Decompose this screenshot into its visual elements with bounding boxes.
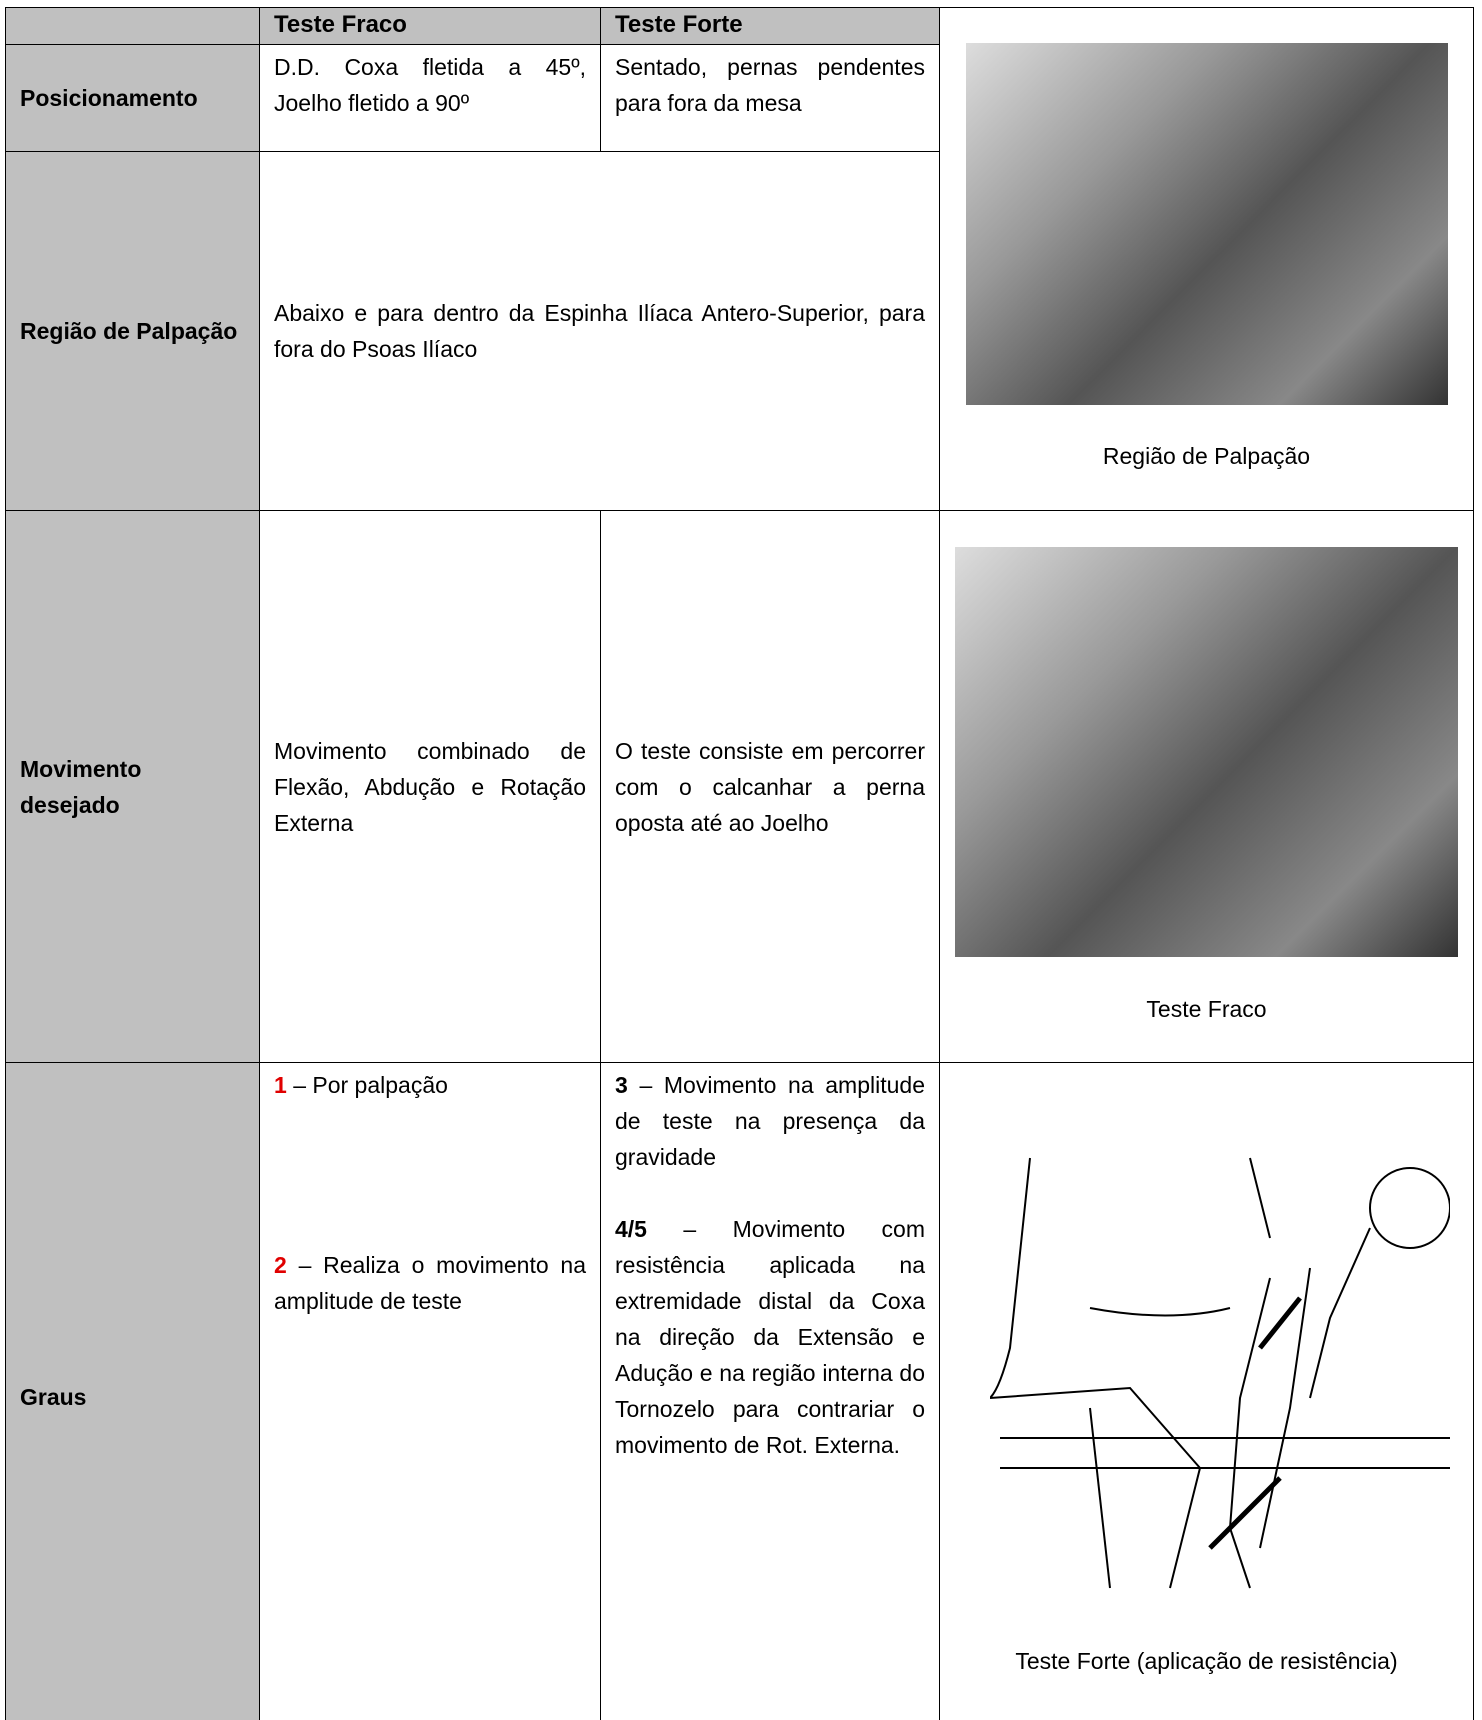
grade-line: 2 – Realiza o movimento na amplitude de … xyxy=(274,1247,586,1319)
row-label: Posicionamento xyxy=(5,44,260,152)
grade: 2 xyxy=(274,1252,287,1278)
row-label: Graus xyxy=(5,1062,260,1720)
label-text: Movimento desejado xyxy=(20,755,142,818)
cell: Movimento combinado de Flexão, Abdução e… xyxy=(259,510,601,1063)
row-label: Região de Palpação xyxy=(5,151,260,511)
header-cell: Teste Forte xyxy=(600,7,940,45)
cell: Sentado, pernas pendentes para fora da m… xyxy=(600,44,940,152)
cell-text: Movimento combinado de Flexão, Abdução e… xyxy=(274,737,586,836)
grade-text: – Realiza o movimento na amplitude de te… xyxy=(274,1252,587,1314)
grade: 1 xyxy=(274,1072,287,1098)
cell: 3 – Movimento na amplitude de teste na p… xyxy=(600,1062,940,1720)
drawing xyxy=(990,1157,1450,1589)
cell: Abaixo e para dentro da Espinha Ilíaca A… xyxy=(259,151,940,511)
figure-cell: Teste Forte (aplicação de resistência) xyxy=(939,1062,1474,1720)
grade: 4/5 xyxy=(615,1216,647,1242)
label-text: Região de Palpação xyxy=(20,318,238,344)
photo xyxy=(955,547,1458,957)
row-label: Movimento desejado xyxy=(5,510,260,1063)
header-blank xyxy=(5,7,260,45)
grade-line: 1 – Por palpação xyxy=(274,1067,586,1103)
cell-text: O teste consiste em percorrer com o calc… xyxy=(615,737,925,836)
cell: O teste consiste em percorrer com o calc… xyxy=(600,510,940,1063)
photo xyxy=(966,43,1448,405)
figure-caption: Teste Fraco xyxy=(1146,996,1267,1022)
label-text: Graus xyxy=(20,1384,87,1410)
figure-caption: Região de Palpação xyxy=(1102,443,1311,469)
cell: 1 – Por palpação 2 – Realiza o movimento… xyxy=(259,1062,601,1720)
figure-caption: Teste Forte (aplicação de resistência) xyxy=(1015,1648,1398,1674)
label-text: Posicionamento xyxy=(20,85,198,111)
grade-line: 4/5 – Movimento com resistência aplicada… xyxy=(615,1211,925,1463)
figure-cell: Teste Fraco xyxy=(939,510,1474,1063)
cell: D.D. Coxa fletida a 45º, Joelho fletido … xyxy=(259,44,601,152)
cell-text: Abaixo e para dentro da Espinha Ilíaca A… xyxy=(274,300,925,362)
grade: 3 xyxy=(615,1072,628,1098)
header-cell: Teste Fraco xyxy=(259,7,601,45)
figure-cell: Região de Palpação xyxy=(939,7,1474,511)
grade-text: – Movimento com resistência aplicada na … xyxy=(615,1216,926,1458)
grade-text: – Por palpação xyxy=(293,1072,448,1098)
grade-text: – Movimento na amplitude de teste na pre… xyxy=(615,1072,925,1170)
grade-line: 3 – Movimento na amplitude de teste na p… xyxy=(615,1067,925,1175)
